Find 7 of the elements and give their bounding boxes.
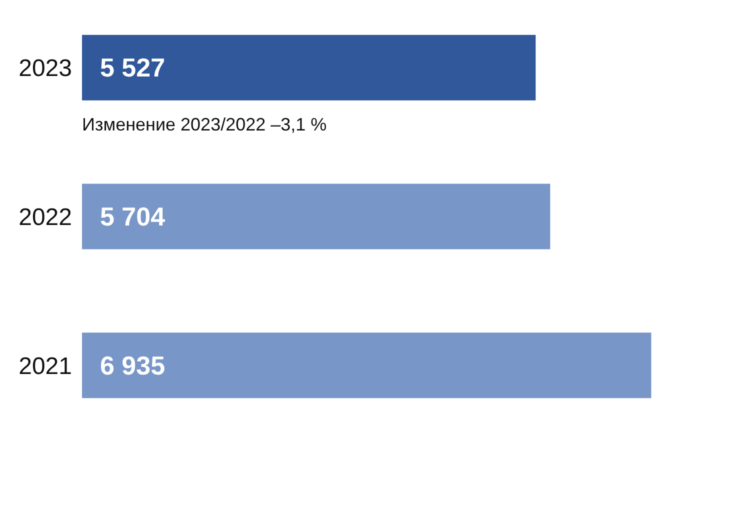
- data-label: 5 527: [100, 52, 166, 83]
- annotation: Изменение 2023/2022 –3,1 %: [82, 114, 327, 134]
- data-label: 5 704: [100, 202, 166, 232]
- y-tick-label: 2021: [18, 352, 72, 380]
- y-tick-label: 2022: [18, 204, 72, 231]
- data-label: 6 935: [100, 350, 166, 380]
- y-tick-label: 2023: [18, 55, 72, 82]
